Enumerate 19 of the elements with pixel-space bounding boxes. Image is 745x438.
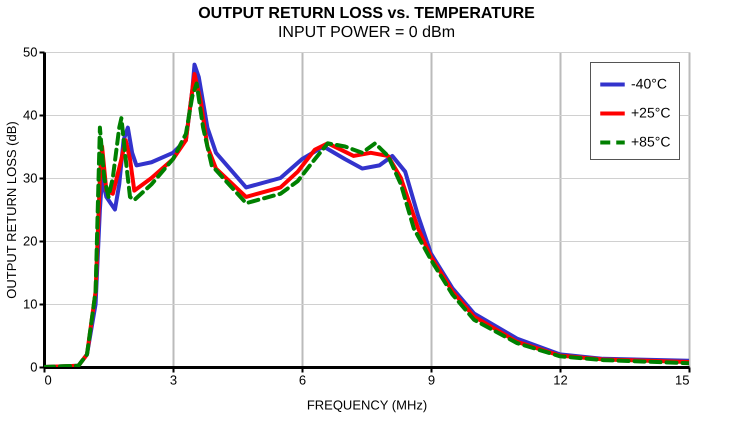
legend-label: -40°C (631, 76, 667, 92)
chart-title: OUTPUT RETURN LOSS vs. TEMPERATURE (198, 5, 536, 22)
x-axis-title: FREQUENCY (MHz) (306, 398, 428, 412)
y-tick-label: 30 (23, 170, 38, 186)
y-tick-label: 0 (30, 360, 38, 374)
y-tick-label: 40 (23, 108, 38, 122)
x-tick-label: 9 (428, 372, 436, 388)
x-tick-label: 3 (170, 372, 178, 388)
y-tick-label: 50 (23, 44, 38, 60)
x-tick-label: 0 (44, 372, 52, 388)
chart-subtitle: INPUT POWER = 0 dBm (278, 24, 456, 41)
y-tick-label: 20 (23, 234, 38, 248)
y-axis-title: OUTPUT RETURN LOSS (dB) (4, 121, 20, 299)
x-tick-label: 15 (675, 372, 690, 388)
y-tick-label: 10 (23, 296, 38, 312)
legend-label: +25°C (631, 104, 670, 120)
legend-label: +85°C (631, 134, 670, 150)
x-tick-label: 12 (553, 372, 568, 388)
x-tick-label: 6 (298, 372, 306, 388)
